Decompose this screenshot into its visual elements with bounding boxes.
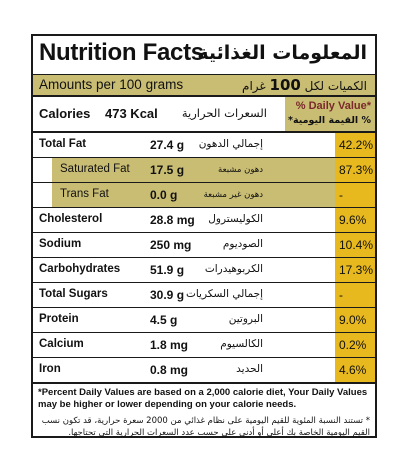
nutrient-name-arabic: الصوديوم — [222, 238, 263, 250]
nutrient-name: Protein — [39, 313, 79, 325]
nutrient-name: Cholesterol — [39, 213, 103, 225]
nutrient-row-calcium: Calcium 1.8 mg الكالسيوم 0.2% — [33, 333, 375, 358]
daily-value-english: % Daily Value* — [295, 100, 371, 112]
nutrient-name: Sodium — [39, 238, 82, 250]
nutrient-amount: 1.8 mg — [150, 338, 189, 352]
nutrient-name: Iron — [39, 363, 61, 375]
nutrient-daily-percent: 42.2% — [335, 133, 375, 157]
nutrient-name: Total Fat — [39, 138, 87, 150]
nutrient-daily-percent: 9.6% — [335, 208, 375, 232]
nutrient-amount: 17.5 g — [150, 163, 185, 177]
serving-arabic-number: 100 — [269, 76, 301, 94]
nutrient-name: Saturated Fat — [60, 163, 130, 175]
nutrient-row-total-sugars: Total Sugars 30.9 g إجمالي السكريات - — [33, 283, 375, 308]
nutrition-label: Nutrition Facts المعلومات الغذائية Amoun… — [31, 34, 377, 438]
nutrient-name: Calcium — [39, 338, 84, 350]
nutrient-row-saturated-fat: Saturated Fat 17.5 g دهون مشبعة 87.3% — [33, 158, 375, 183]
nutrient-amount: 0.0 g — [150, 188, 178, 202]
title-row: Nutrition Facts المعلومات الغذائية — [33, 36, 375, 75]
nutrient-row-carbohydrates: Carbohydrates 51.9 g الكربوهيدرات 17.3% — [33, 258, 375, 283]
nutrient-daily-percent: 0.2% — [335, 333, 375, 357]
nutrient-name-arabic: البروتين — [228, 313, 263, 325]
daily-value-header: % Daily Value* % القيمة اليومية* — [285, 97, 375, 131]
nutrient-daily-percent: - — [335, 183, 375, 207]
serving-english: Amounts per 100 grams — [39, 77, 184, 92]
nutrient-amount: 0.8 mg — [150, 363, 189, 377]
nutrient-name-arabic: دهون غير مشبعة — [203, 190, 263, 200]
calories-row: Calories 473 Kcal السعرات الحرارية % Dai… — [33, 97, 375, 133]
nutrient-row-cholesterol: Cholesterol 28.8 mg الكوليسترول 9.6% — [33, 208, 375, 233]
subrow-band — [52, 183, 335, 207]
nutrient-daily-percent: 9.0% — [335, 308, 375, 332]
nutrient-name-arabic: الكوليسترول — [208, 213, 263, 225]
serving-arabic-prefix: الكميات لكل — [304, 79, 367, 93]
nutrient-amount: 28.8 mg — [150, 213, 195, 227]
footnote-arabic: * تستند النسبة المئوية للقيم اليومية على… — [41, 416, 370, 438]
serving-arabic: الكميات لكل 100 غرام — [242, 76, 367, 94]
nutrient-amount: 51.9 g — [150, 263, 185, 277]
footnote-english: *Percent Daily Values are based on a 2,0… — [38, 387, 368, 410]
title-english: Nutrition Facts — [39, 39, 204, 66]
calories-value: 473 Kcal — [105, 106, 158, 121]
nutrient-row-sodium: Sodium 250 mg الصوديوم 10.4% — [33, 233, 375, 258]
serving-row: Amounts per 100 grams الكميات لكل 100 غر… — [33, 75, 375, 97]
nutrient-daily-percent: 17.3% — [335, 258, 375, 282]
nutrient-amount: 250 mg — [150, 238, 192, 252]
nutrient-amount: 30.9 g — [150, 288, 185, 302]
nutrient-name-arabic: الحديد — [236, 363, 263, 375]
nutrient-name-arabic: دهون مشبعة — [218, 165, 263, 175]
nutrient-name-arabic: الكالسيوم — [220, 338, 263, 350]
calories-label-arabic: السعرات الحرارية — [181, 106, 267, 120]
nutrient-daily-percent: 10.4% — [335, 233, 375, 257]
nutrient-row-iron: Iron 0.8 mg الحديد 4.6% — [33, 358, 375, 384]
nutrient-row-total-fat: Total Fat 27.4 g إجمالي الدهون 42.2% — [33, 133, 375, 158]
nutrient-name-arabic: الكربوهيدرات — [204, 263, 263, 275]
subrow-band — [52, 158, 335, 182]
nutrient-name: Total Sugars — [39, 288, 108, 300]
footnote: *Percent Daily Values are based on a 2,0… — [33, 384, 375, 439]
nutrient-daily-percent: - — [335, 283, 375, 307]
nutrient-name: Trans Fat — [60, 188, 109, 200]
nutrient-amount: 4.5 g — [150, 313, 178, 327]
nutrient-name-arabic: إجمالي السكريات — [185, 288, 263, 300]
nutrient-daily-percent: 87.3% — [335, 158, 375, 182]
daily-value-arabic: % القيمة اليومية* — [288, 115, 371, 126]
nutrient-name: Carbohydrates — [39, 263, 121, 275]
title-arabic: المعلومات الغذائية — [197, 42, 367, 64]
nutrient-amount: 27.4 g — [150, 138, 185, 152]
nutrient-row-trans-fat: Trans Fat 0.0 g دهون غير مشبعة - — [33, 183, 375, 208]
nutrient-row-protein: Protein 4.5 g البروتين 9.0% — [33, 308, 375, 333]
nutrient-daily-percent: 4.6% — [335, 358, 375, 382]
nutrient-name-arabic: إجمالي الدهون — [198, 138, 263, 150]
calories-label: Calories — [39, 106, 91, 121]
serving-arabic-suffix: غرام — [242, 79, 266, 93]
